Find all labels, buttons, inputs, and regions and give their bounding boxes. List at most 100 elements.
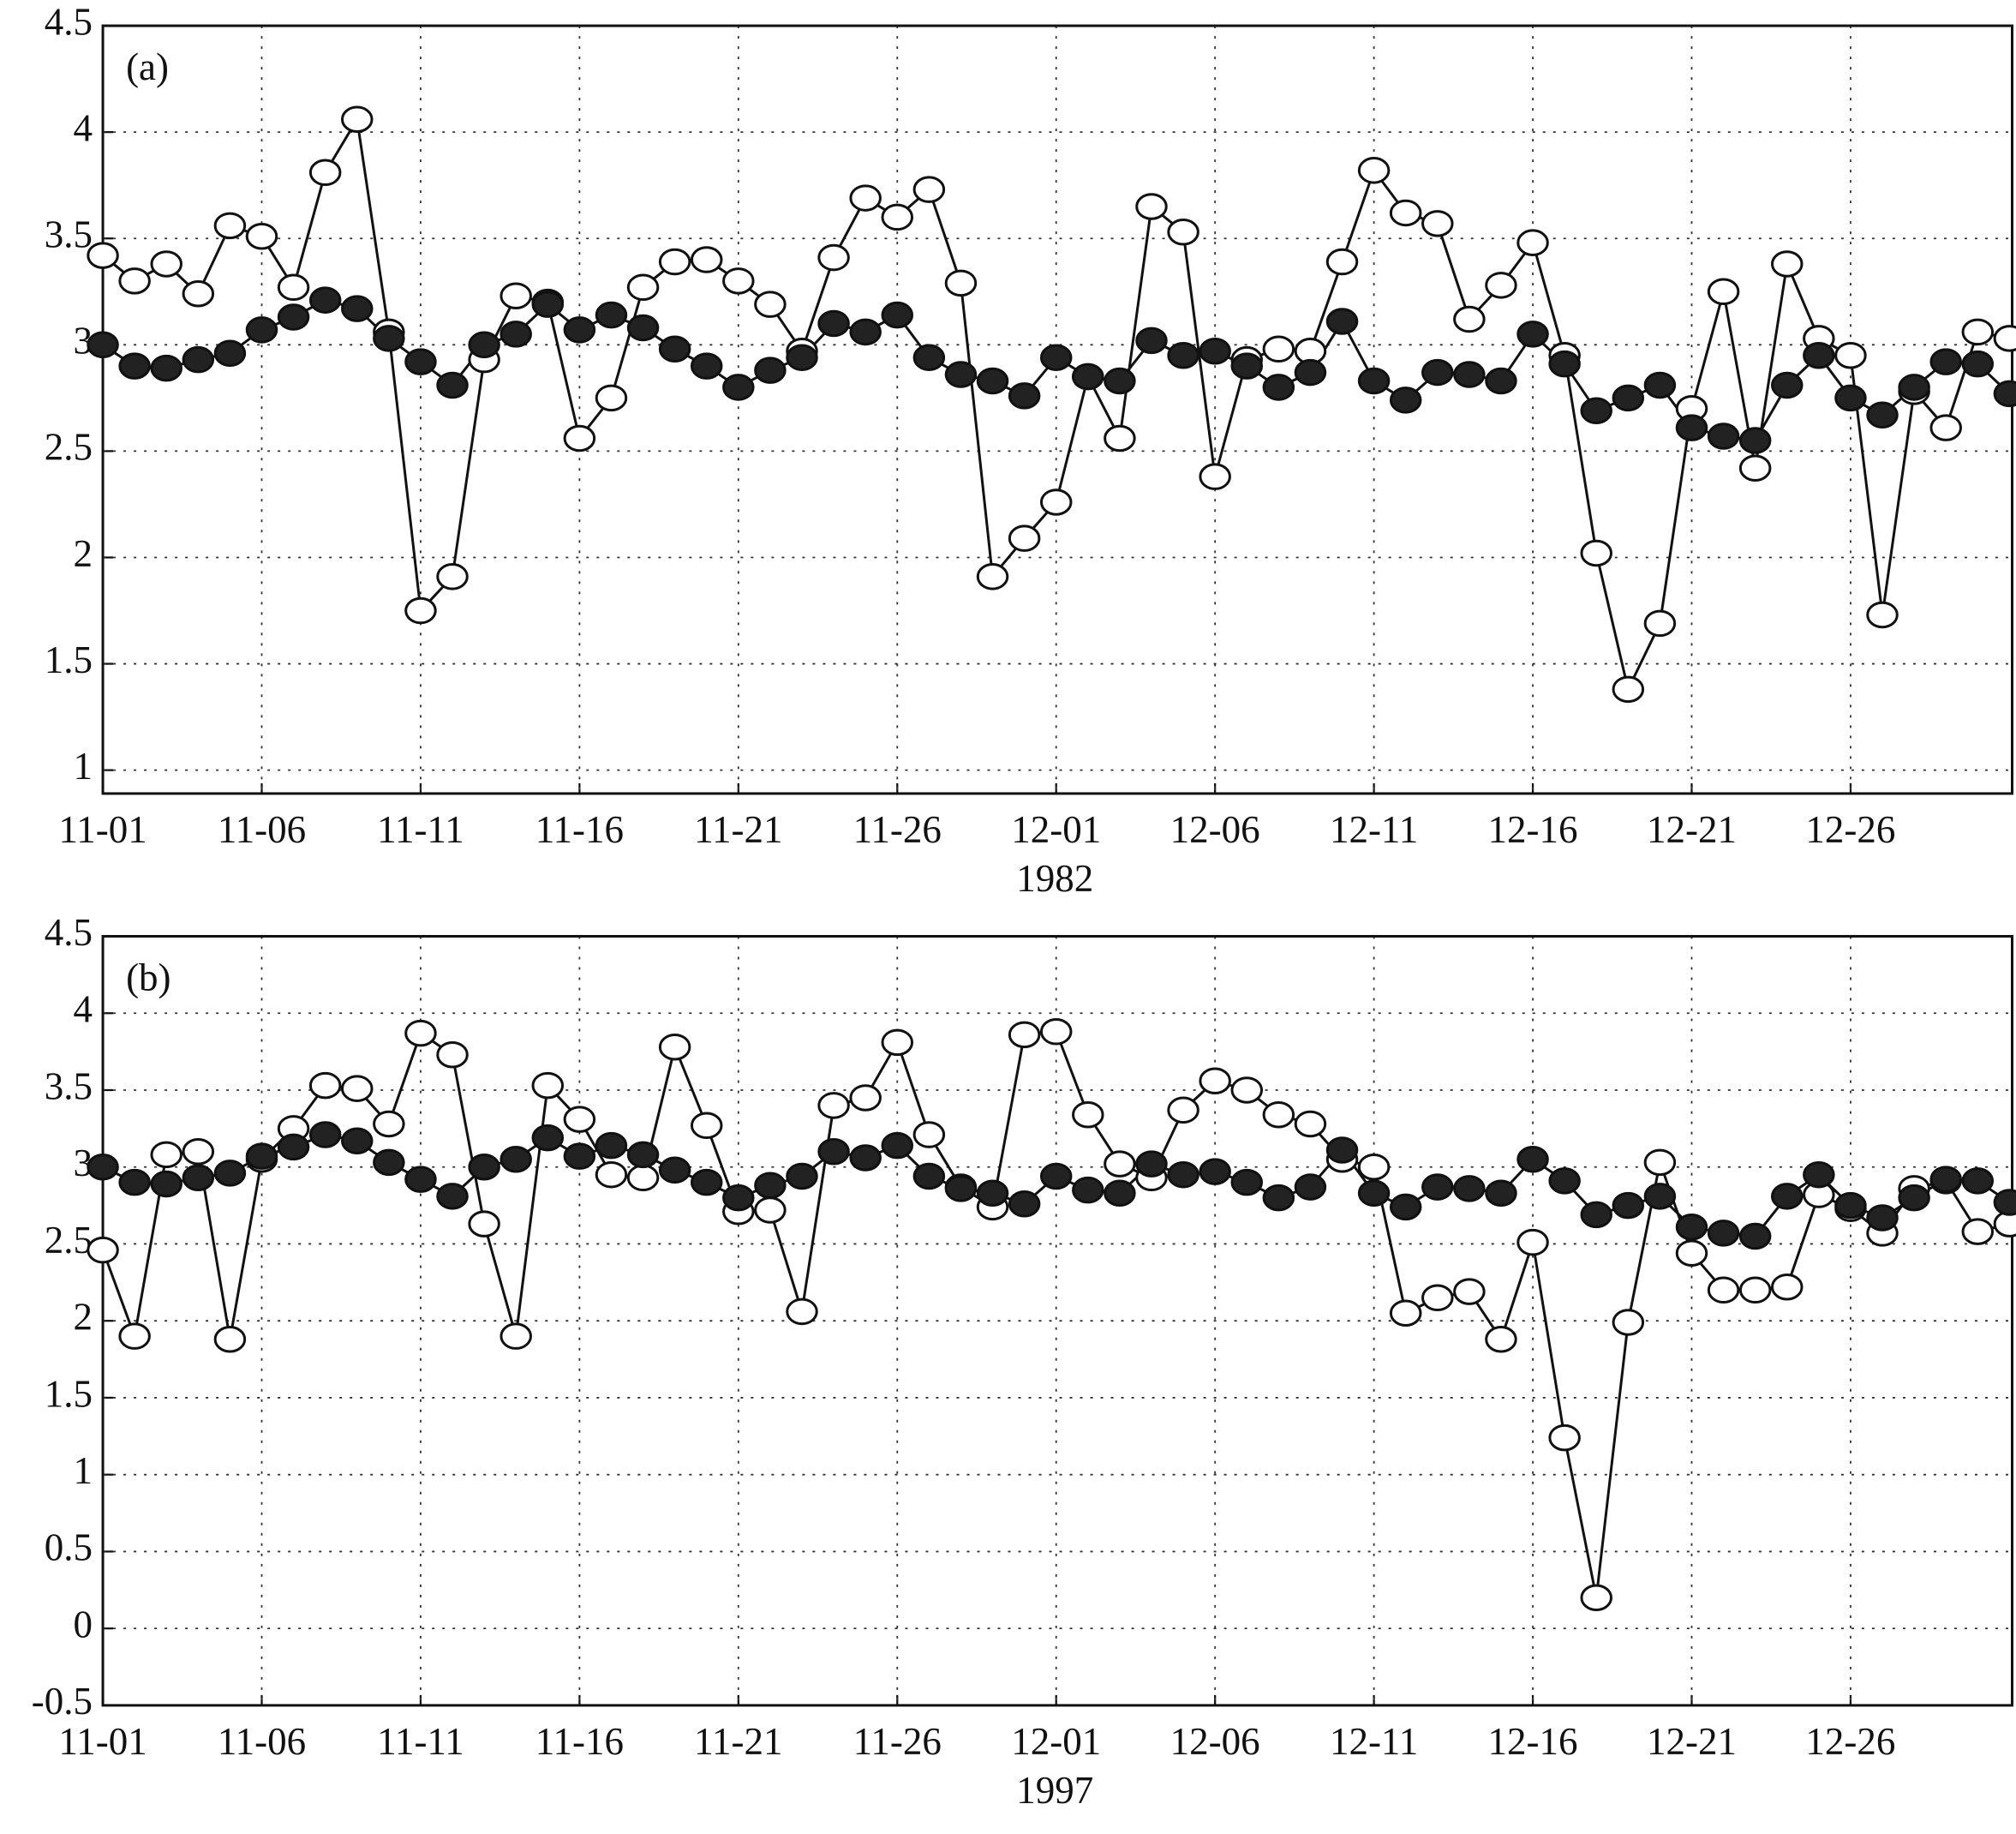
point — [563, 1142, 596, 1170]
point — [1803, 1160, 1835, 1189]
x-tick-label: 11-16 — [535, 808, 624, 851]
point — [849, 1144, 882, 1172]
point — [1929, 1166, 1962, 1193]
point — [87, 1153, 119, 1181]
point — [277, 273, 310, 302]
x-tick-label: 11-11 — [377, 1720, 464, 1763]
point — [1325, 248, 1359, 276]
point — [626, 273, 660, 302]
point — [595, 1131, 628, 1160]
point — [1421, 210, 1454, 237]
point — [754, 291, 787, 318]
x-tick-label: 11-11 — [377, 808, 464, 851]
point — [150, 1141, 182, 1169]
point — [690, 352, 723, 380]
point — [308, 1121, 342, 1148]
point — [182, 1138, 215, 1166]
point — [1738, 1276, 1772, 1304]
point — [213, 339, 247, 367]
point — [150, 1170, 182, 1198]
point — [118, 1322, 151, 1350]
point — [1453, 305, 1486, 333]
point — [1516, 1145, 1549, 1173]
point — [1262, 1184, 1295, 1212]
point — [404, 348, 437, 375]
point — [1866, 401, 1899, 429]
point — [722, 267, 755, 295]
point — [1612, 675, 1645, 704]
point — [1008, 524, 1041, 552]
point — [1485, 367, 1517, 395]
y-tick-label: 1 — [74, 745, 93, 788]
point — [1548, 1167, 1581, 1195]
y-tick-label: 2 — [74, 532, 93, 575]
point — [182, 345, 215, 374]
point — [308, 1071, 342, 1100]
point — [563, 424, 596, 453]
point — [1961, 1167, 1995, 1195]
point — [277, 303, 310, 331]
point — [976, 1179, 1009, 1207]
point — [1325, 1136, 1359, 1164]
point — [912, 1121, 946, 1148]
point — [563, 1106, 596, 1133]
point — [817, 1138, 850, 1166]
point — [1039, 344, 1073, 371]
point — [754, 357, 787, 384]
point — [754, 1196, 787, 1224]
point — [944, 361, 978, 388]
point — [1770, 1183, 1804, 1210]
point — [817, 243, 850, 272]
point — [1961, 1218, 1995, 1245]
y-tick-label: -0.5 — [32, 1680, 93, 1723]
point — [1421, 358, 1454, 387]
x-tick-label: 12-16 — [1488, 808, 1578, 851]
point — [1580, 1584, 1612, 1612]
y-tick-label: 1.5 — [45, 1372, 93, 1415]
point — [1008, 382, 1041, 410]
point — [1707, 423, 1740, 450]
point — [1167, 341, 1199, 369]
y-tick-label: 3.5 — [45, 1064, 93, 1107]
point — [626, 314, 660, 342]
point — [1453, 1278, 1486, 1305]
point — [1357, 1179, 1391, 1207]
point — [1104, 1179, 1136, 1207]
point — [1230, 352, 1264, 380]
point — [1485, 272, 1517, 299]
point — [373, 1148, 405, 1177]
point — [1834, 341, 1867, 369]
x-tick-label: 12-11 — [1330, 1720, 1418, 1763]
point — [912, 344, 946, 371]
y-tick-label: 0 — [74, 1603, 93, 1645]
point — [277, 1133, 310, 1161]
point — [87, 242, 119, 269]
point — [1612, 384, 1645, 412]
point — [658, 1033, 691, 1061]
x-axis-label: 1997 — [1016, 1769, 1093, 1812]
x-tick-label: 11-26 — [853, 1720, 942, 1763]
point — [658, 1156, 691, 1184]
point — [404, 1019, 437, 1047]
point — [1357, 157, 1391, 184]
point — [690, 1112, 723, 1140]
point — [308, 286, 342, 314]
point — [1199, 1067, 1231, 1094]
point — [1548, 1423, 1581, 1452]
x-tick-label: 11-21 — [694, 1720, 782, 1763]
y-tick-label: 0.5 — [45, 1526, 93, 1569]
point — [1389, 199, 1422, 227]
point — [1230, 1076, 1264, 1104]
point — [1929, 414, 1962, 441]
x-tick-label: 12-06 — [1170, 1720, 1260, 1763]
x-tick-label: 12-01 — [1011, 808, 1101, 851]
point — [944, 1175, 978, 1202]
point — [1357, 1153, 1391, 1181]
point — [1039, 488, 1073, 516]
y-tick-label: 3.5 — [45, 213, 93, 256]
plot-frame — [101, 24, 2013, 795]
point — [341, 1127, 374, 1154]
point — [1072, 1100, 1104, 1129]
point — [1643, 1148, 1677, 1177]
point — [1770, 250, 1804, 278]
